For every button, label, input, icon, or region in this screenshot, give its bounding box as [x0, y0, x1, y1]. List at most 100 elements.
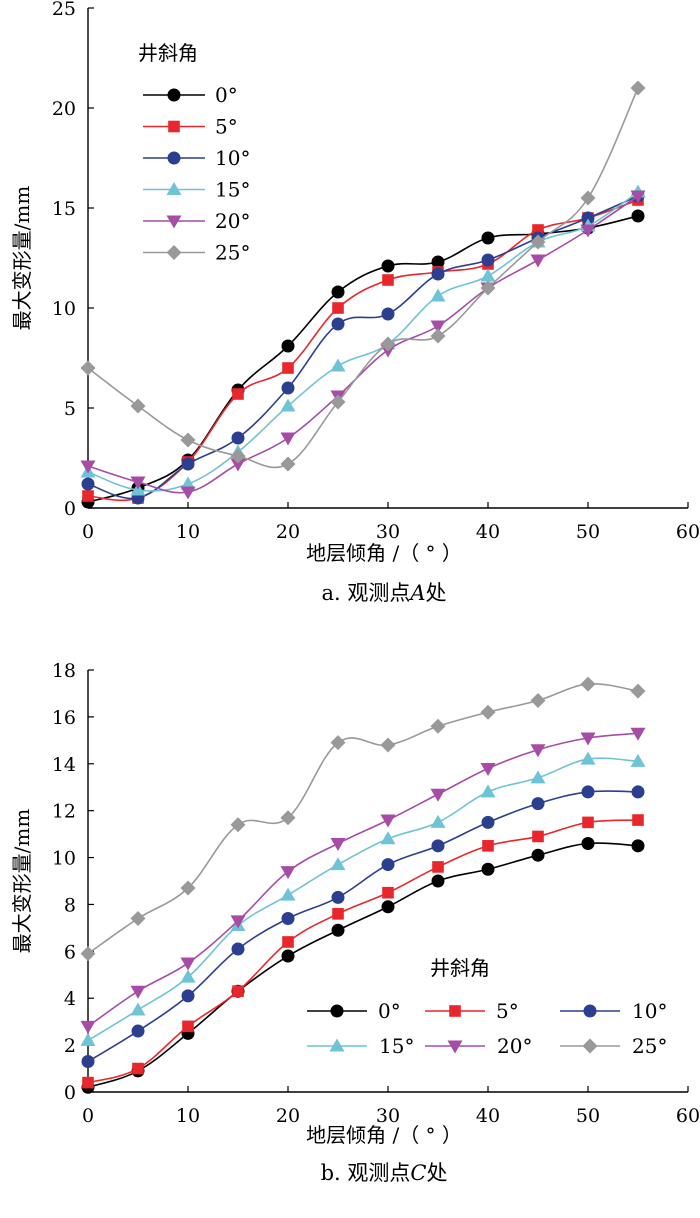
x-tick-label: 50	[576, 521, 600, 543]
y-tick-label: 4	[64, 988, 76, 1010]
data-point	[232, 985, 244, 997]
data-point	[332, 908, 344, 920]
chart-caption: a. 观测点A处	[321, 581, 446, 605]
series-5deg	[82, 814, 644, 1089]
y-tick-label: 16	[52, 707, 76, 729]
data-point	[280, 456, 296, 472]
x-tick-label: 60	[676, 1105, 700, 1127]
data-point	[130, 911, 146, 927]
legend-marker	[329, 1038, 345, 1052]
x-tick-label: 40	[476, 1105, 500, 1127]
data-point	[480, 784, 496, 798]
data-point	[230, 448, 246, 464]
y-tick-label: 25	[52, 0, 76, 20]
x-tick-label: 40	[476, 521, 500, 543]
series-20deg	[80, 727, 646, 1034]
legend-item: 15°	[143, 178, 250, 202]
data-point	[131, 1024, 145, 1038]
data-point	[380, 814, 396, 828]
data-point	[431, 839, 445, 853]
data-point	[481, 862, 495, 876]
data-point	[280, 810, 296, 826]
data-point	[80, 946, 96, 962]
data-point	[130, 985, 146, 999]
data-point	[580, 190, 596, 206]
legend-label: 20°	[497, 1034, 532, 1058]
y-tick-label: 6	[64, 941, 76, 963]
x-tick-label: 0	[82, 1105, 94, 1127]
legend-title: 井斜角	[430, 956, 490, 980]
data-point	[631, 209, 645, 223]
y-tick-label: 5	[64, 398, 76, 420]
data-point	[280, 866, 296, 880]
data-point	[280, 398, 296, 412]
legend-label: 5°	[496, 999, 519, 1023]
data-point	[382, 274, 394, 286]
data-point	[382, 886, 394, 899]
legend-label: 15°	[379, 1034, 414, 1058]
legend-item: 10°	[143, 146, 250, 170]
data-point	[182, 1020, 194, 1033]
data-point	[230, 817, 246, 833]
data-point	[281, 949, 295, 963]
data-point	[581, 785, 595, 799]
legend-marker	[449, 1005, 461, 1017]
data-point	[80, 1020, 96, 1034]
y-tick-label: 0	[64, 498, 76, 520]
data-point	[531, 797, 545, 811]
data-point	[80, 460, 96, 474]
data-point	[630, 753, 646, 767]
series-25deg	[80, 676, 646, 962]
data-point	[330, 358, 346, 372]
data-point	[180, 880, 196, 896]
y-tick-label: 10	[52, 848, 76, 870]
legend-marker	[168, 120, 180, 133]
data-point	[80, 360, 96, 376]
data-point	[480, 280, 496, 296]
data-point	[631, 839, 645, 853]
legend-marker	[166, 182, 182, 195]
data-point	[432, 861, 444, 873]
legend: 井斜角 0° 5° 10° 15° 20° 25°	[138, 41, 250, 265]
series-20deg	[80, 190, 646, 500]
legend-item: 15°	[307, 1034, 414, 1058]
data-point	[180, 969, 196, 983]
data-point	[282, 936, 294, 948]
x-tick-label: 10	[176, 1105, 200, 1127]
data-point	[431, 874, 445, 888]
data-point	[482, 840, 494, 852]
data-point	[530, 692, 546, 708]
x-tick-label: 30	[376, 1105, 400, 1127]
x-axis-title: 地层倾角 /（ ° ）	[306, 1123, 462, 1147]
legend-item: 0°	[143, 83, 238, 107]
legend-label: 20°	[215, 209, 250, 233]
data-point	[630, 727, 646, 741]
data-point	[180, 432, 196, 448]
data-point	[231, 942, 245, 956]
legend-title: 井斜角	[138, 41, 198, 65]
legend-marker	[167, 88, 181, 102]
legend-marker	[166, 215, 182, 229]
data-point	[430, 328, 446, 344]
x-tick-label: 20	[276, 1105, 300, 1127]
data-point	[331, 923, 345, 937]
chart-b: 0 2 4 6 8 10 12 14 16 18 0 10 20 30 40 50 60 最大变形量/mm 地层倾角…	[10, 660, 700, 1185]
data-point	[330, 394, 346, 410]
data-point	[630, 190, 646, 204]
y-tick-label: 12	[52, 801, 76, 823]
data-point	[381, 307, 395, 321]
data-point	[132, 1062, 144, 1075]
data-point	[530, 770, 546, 784]
legend-label: 5°	[215, 115, 238, 139]
data-point	[530, 254, 546, 268]
y-tick-label: 18	[52, 660, 76, 682]
data-point	[481, 253, 495, 267]
data-point	[81, 1055, 95, 1069]
series-15deg	[80, 751, 646, 1046]
data-point	[580, 732, 596, 746]
legend-item: 5°	[425, 999, 519, 1023]
data-point	[582, 816, 594, 829]
x-tick-label: 60	[676, 521, 700, 543]
data-point	[481, 231, 495, 245]
